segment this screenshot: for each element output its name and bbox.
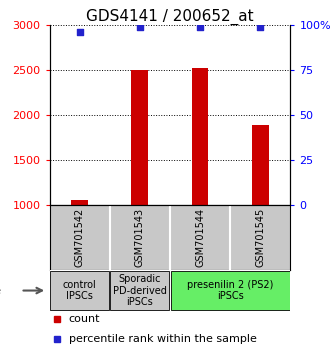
Text: GSM701545: GSM701545 [255, 208, 265, 267]
Bar [131, 70, 148, 205]
Text: percentile rank within the sample: percentile rank within the sample [69, 334, 257, 344]
Bar [71, 200, 88, 205]
Text: GSM701544: GSM701544 [195, 208, 205, 267]
Point [137, 25, 143, 30]
FancyBboxPatch shape [110, 271, 169, 310]
Bar [192, 68, 209, 205]
Text: GSM701543: GSM701543 [135, 208, 145, 267]
FancyBboxPatch shape [50, 271, 109, 310]
Bar [252, 125, 269, 205]
FancyBboxPatch shape [171, 271, 290, 310]
Text: Sporadic
PD-derived
iPSCs: Sporadic PD-derived iPSCs [113, 274, 167, 307]
Point [77, 29, 82, 35]
Text: presenilin 2 (PS2)
iPSCs: presenilin 2 (PS2) iPSCs [187, 280, 273, 301]
Text: count: count [69, 314, 100, 324]
Point [197, 25, 203, 30]
Text: control
IPSCs: control IPSCs [63, 280, 96, 301]
Text: GSM701542: GSM701542 [75, 208, 84, 267]
Title: GDS4141 / 200652_at: GDS4141 / 200652_at [86, 8, 254, 25]
Text: cell line: cell line [0, 286, 1, 296]
Point [258, 25, 263, 30]
